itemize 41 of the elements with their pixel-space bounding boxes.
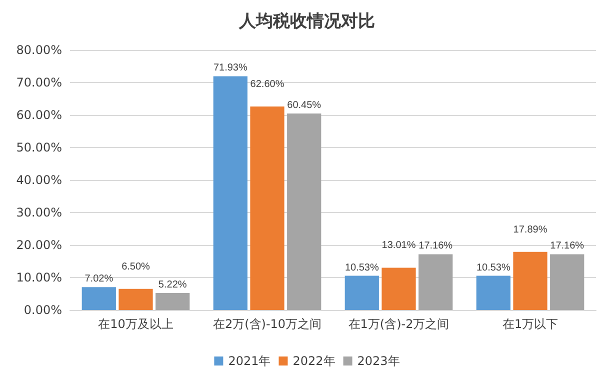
bar — [156, 293, 190, 310]
chart-title: 人均税收情况对比 — [238, 12, 375, 32]
data-label: 62.60% — [250, 79, 284, 90]
y-tick-label: 50.00% — [16, 140, 62, 154]
data-label: 13.01% — [382, 240, 416, 252]
x-tick-label: 在1万(含)-2万之间 — [348, 317, 450, 331]
data-label: 10.53% — [344, 262, 379, 274]
data-label: 10.53% — [476, 262, 510, 274]
bar — [382, 268, 416, 310]
data-label: 6.50% — [122, 261, 150, 272]
bar — [82, 287, 116, 310]
data-label: 5.22% — [158, 280, 187, 291]
data-label: 60.45% — [287, 100, 322, 112]
legend-label: 2021年 — [228, 354, 271, 368]
data-label: 17.16% — [550, 240, 584, 252]
x-tick-label: 在1万以下 — [502, 317, 558, 331]
bar — [550, 254, 584, 310]
bar — [344, 276, 379, 310]
x-tick-label: 在10万及以上 — [98, 317, 174, 331]
legend-label: 2022年 — [292, 354, 336, 368]
y-tick-label: 40.00% — [16, 173, 62, 187]
bar — [118, 288, 153, 310]
data-label: 17.16% — [418, 240, 453, 252]
bar — [513, 252, 548, 310]
bar — [418, 254, 453, 310]
y-tick-label: 10.00% — [16, 270, 62, 284]
y-tick-label: 0.00% — [24, 303, 62, 317]
y-tick-label: 60.00% — [16, 108, 62, 122]
bar — [213, 76, 248, 310]
x-tick-label: 在2万(含)-10万之间 — [212, 317, 322, 331]
data-label: 7.02% — [84, 274, 114, 285]
bar — [287, 114, 322, 310]
bar — [250, 106, 284, 310]
y-tick-label: 30.00% — [16, 206, 62, 220]
y-tick-label: 70.00% — [16, 76, 62, 90]
data-label: 17.89% — [513, 224, 548, 236]
y-tick-label: 20.00% — [16, 238, 62, 252]
bar — [476, 276, 510, 310]
data-label: 71.93% — [213, 62, 248, 74]
legend-label: 2023年 — [357, 354, 400, 368]
y-tick-label: 80.00% — [16, 43, 62, 57]
